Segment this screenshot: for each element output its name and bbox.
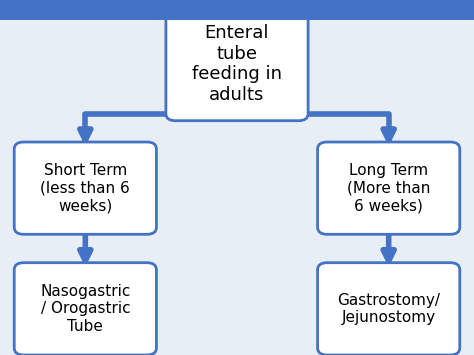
FancyBboxPatch shape [166, 7, 308, 121]
Text: Long Term
(More than
6 weeks): Long Term (More than 6 weeks) [347, 163, 430, 213]
FancyBboxPatch shape [318, 142, 460, 234]
Text: Gastrostomy/
Jejunostomy: Gastrostomy/ Jejunostomy [337, 293, 440, 325]
FancyBboxPatch shape [0, 0, 474, 20]
Text: Short Term
(less than 6
weeks): Short Term (less than 6 weeks) [40, 163, 130, 213]
FancyBboxPatch shape [14, 142, 156, 234]
FancyBboxPatch shape [318, 263, 460, 355]
Text: Enteral
tube
feeding in
adults: Enteral tube feeding in adults [192, 24, 282, 104]
FancyBboxPatch shape [14, 263, 156, 355]
Text: Nasogastric
/ Orogastric
Tube: Nasogastric / Orogastric Tube [40, 284, 130, 334]
